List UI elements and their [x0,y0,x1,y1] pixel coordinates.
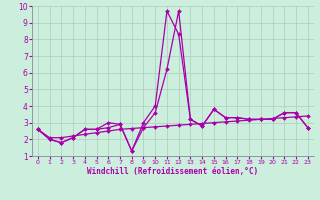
X-axis label: Windchill (Refroidissement éolien,°C): Windchill (Refroidissement éolien,°C) [87,167,258,176]
